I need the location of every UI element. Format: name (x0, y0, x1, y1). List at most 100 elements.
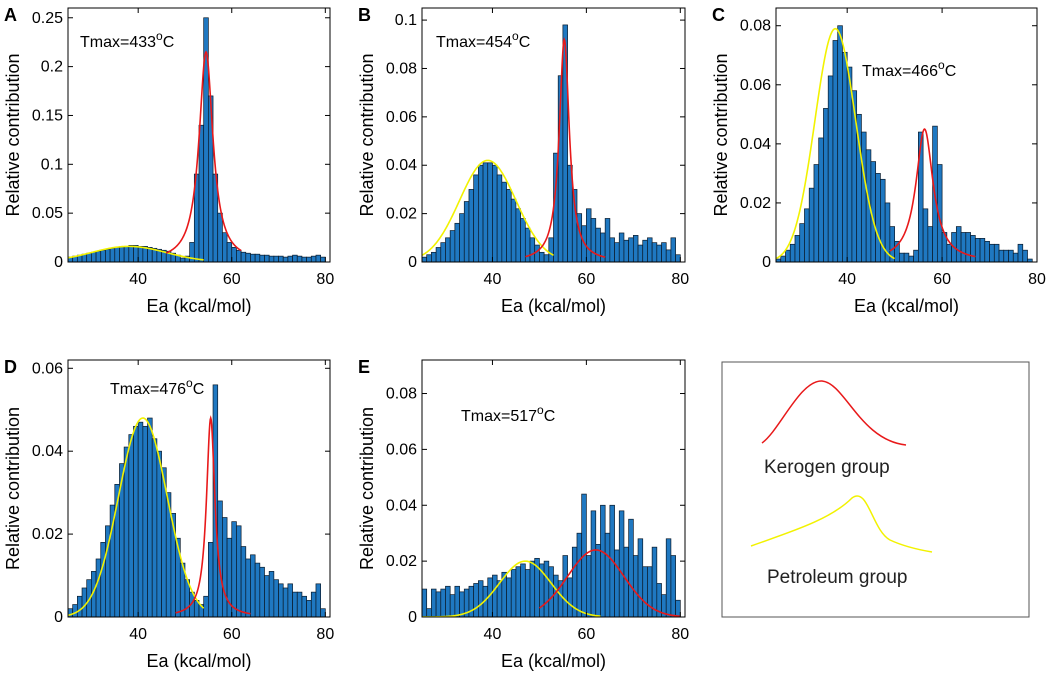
legend-box (721, 361, 1030, 618)
bar (440, 588, 446, 617)
y-tick-label: 0.15 (32, 107, 63, 124)
bar (539, 251, 545, 262)
y-tick-label: 0.02 (740, 195, 771, 212)
bar (665, 249, 672, 262)
bar (913, 249, 919, 262)
bar (799, 223, 805, 262)
x-axis-label: Ea (kcal/mol) (501, 651, 606, 671)
bar (268, 571, 275, 617)
tmax-unit: C (163, 34, 175, 51)
bar (628, 518, 634, 617)
bar (604, 218, 611, 262)
y-tick-label: 0.08 (740, 18, 771, 35)
kerogen-curve (175, 415, 251, 615)
bar (642, 239, 648, 262)
bar (632, 555, 639, 617)
bar (203, 595, 209, 617)
bar (431, 588, 437, 617)
x-tick-label: 80 (671, 626, 689, 643)
bar (422, 588, 428, 617)
bar (1017, 243, 1024, 262)
axes-box (67, 359, 331, 618)
tmax-unit: C (193, 381, 205, 398)
x-tick-label: 60 (933, 271, 951, 288)
bar (463, 201, 470, 262)
bar (492, 164, 498, 262)
bar (100, 249, 106, 262)
bar (670, 237, 676, 262)
bar (595, 227, 601, 262)
degree-sup: o (156, 29, 163, 43)
bar (918, 131, 924, 262)
x-tick-label: 60 (577, 626, 595, 643)
bar (515, 208, 521, 262)
bar (473, 174, 479, 262)
kerogen-legend-label: Kerogen group (764, 457, 890, 478)
bar (529, 560, 536, 617)
bar (837, 25, 843, 262)
bar (832, 40, 839, 262)
bar (818, 137, 824, 262)
bar (292, 254, 298, 262)
x-tick-label: 40 (129, 271, 147, 288)
bar (133, 425, 139, 617)
bar (468, 189, 475, 262)
bar (151, 438, 158, 617)
kerogen-curve (165, 50, 242, 254)
x-axis-label: Ea (kcal/mol) (501, 296, 606, 316)
panel-letter: A (4, 5, 17, 25)
bar (250, 554, 256, 617)
tmax-unit: C (945, 63, 957, 80)
panel-letter: B (358, 5, 371, 25)
bar (287, 583, 293, 617)
bar (320, 256, 326, 262)
bar (543, 254, 550, 262)
bar (842, 51, 848, 262)
y-tick-label: 0.1 (395, 12, 417, 29)
bar (226, 242, 233, 262)
bar (119, 246, 125, 262)
degree-sup: o (537, 403, 544, 417)
bar (268, 255, 275, 262)
bar (899, 252, 905, 262)
bar (310, 255, 317, 262)
bar (520, 563, 526, 617)
bar (1008, 249, 1014, 262)
bar (586, 555, 592, 617)
bar (245, 252, 251, 262)
bar (595, 544, 601, 617)
bar (306, 600, 312, 617)
bar (273, 579, 279, 617)
tmax-annotation: Tmax=476oC (110, 376, 204, 398)
bar (254, 562, 261, 617)
bar (445, 585, 451, 617)
panel-letter: E (358, 357, 370, 377)
y-tick-label: 0.04 (740, 136, 771, 153)
kerogen-curve (538, 549, 681, 617)
tmax-annotation: Tmax=454oC (436, 29, 530, 51)
bar (576, 532, 583, 617)
panel-letter: C (712, 5, 725, 25)
bar (651, 242, 658, 262)
bar (675, 599, 681, 617)
panel-letter: D (4, 357, 17, 377)
y-tick-label: 0.06 (386, 109, 417, 126)
y-tick-label: 0 (762, 254, 771, 271)
tmax-unit: C (519, 34, 531, 51)
bar (586, 208, 592, 262)
panel-d: 40 60 80 0 0.02 0.04 0.06 Ea (kcal/mol) Relative… (3, 357, 334, 671)
y-tick-label: 0.04 (386, 497, 417, 514)
bar (105, 248, 111, 262)
bar (647, 566, 653, 617)
bar (506, 189, 512, 262)
panel-c: 40 60 80 0 0.02 0.04 0.06 0.08 Ea (kcal/mol) Rela… (711, 5, 1046, 316)
axes-box (775, 7, 1038, 263)
y-tick-label: 0.08 (386, 386, 417, 403)
x-tick-label: 80 (671, 271, 689, 288)
y-tick-label: 0.02 (386, 553, 417, 570)
bar (1003, 249, 1009, 262)
degree-sup: o (512, 29, 519, 43)
petroleum-curve (776, 27, 896, 260)
y-tick-label: 0.06 (740, 77, 771, 94)
bar (936, 164, 943, 262)
